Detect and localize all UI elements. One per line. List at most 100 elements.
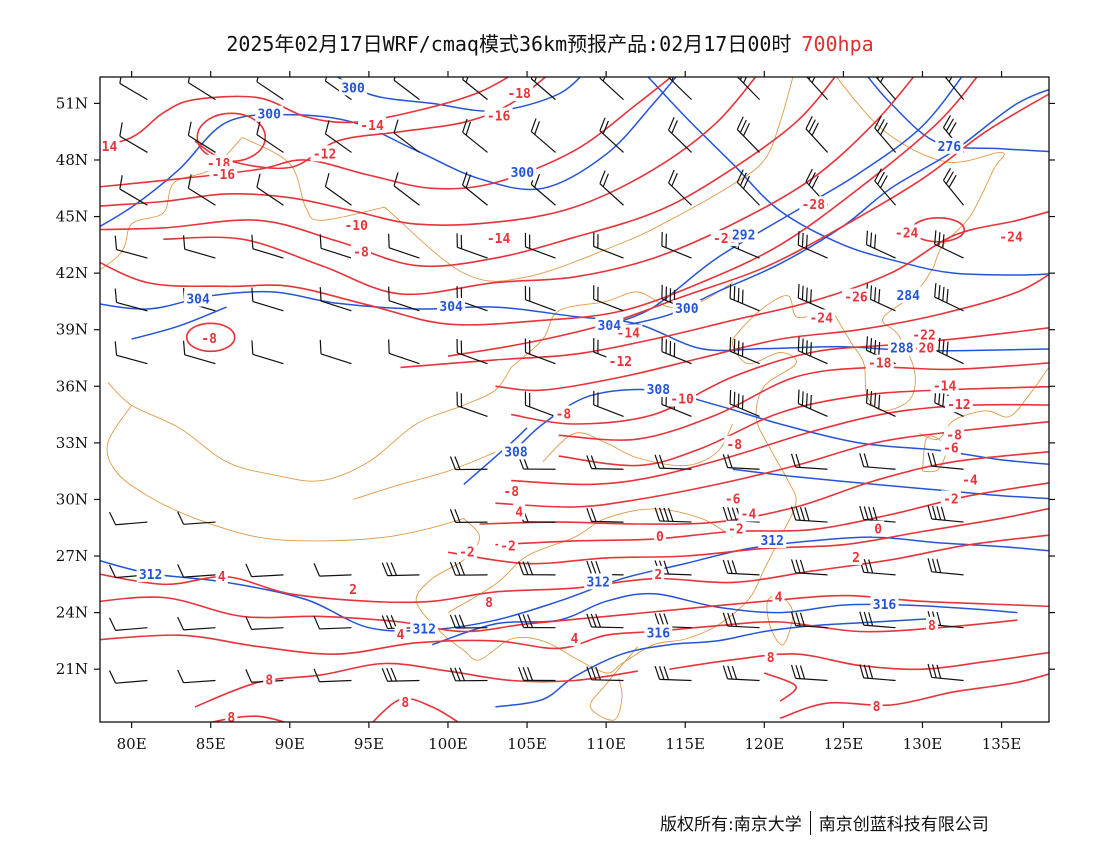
label-bg: [758, 531, 787, 548]
lon-label: 125E: [824, 735, 864, 753]
wind-barb: [324, 172, 352, 206]
label-bg: [483, 594, 496, 611]
isotherm-label: -24: [999, 230, 1023, 245]
wind-barb: [393, 119, 420, 153]
isotherm-label: -10: [670, 393, 694, 408]
isotherm-label: 8: [928, 619, 936, 634]
wind-barb: [797, 336, 828, 365]
label-bg: [930, 377, 959, 394]
isotherm-label: -16: [212, 168, 236, 183]
wind-barb: [790, 612, 828, 629]
wind-barb: [177, 669, 216, 684]
wind-barb: [797, 231, 828, 259]
wind-barb: [875, 77, 897, 101]
wind-barb: [586, 455, 624, 470]
border-line: [574, 295, 833, 674]
isotherm-label: -18: [868, 357, 892, 372]
lon-label: 110E: [586, 735, 626, 753]
height-label: 276: [938, 140, 962, 155]
lon-label: 95E: [354, 735, 384, 753]
border-line: [384, 77, 794, 282]
footer-divider: [809, 810, 811, 835]
isotherm: [100, 534, 1049, 604]
height-label: 304: [598, 319, 622, 334]
isotherm: [100, 77, 757, 226]
isotherm: [779, 673, 1049, 719]
wind-barb: [114, 288, 148, 312]
label-bg: [501, 443, 530, 460]
border-line: [542, 423, 734, 467]
map-frame: [100, 77, 1049, 722]
wind-barb: [518, 561, 556, 576]
lat-label: 27N: [56, 547, 88, 565]
label-bg: [872, 520, 885, 537]
isotherm-label: -6: [943, 442, 959, 457]
height-contour: [647, 77, 1049, 276]
isotherm-label: 2: [852, 551, 860, 566]
height-label: 312: [586, 575, 609, 590]
label-bg: [842, 288, 871, 305]
label-bg: [668, 390, 697, 407]
wind-barb: [381, 562, 420, 577]
label-bg: [892, 224, 921, 241]
height-label: 312: [139, 568, 162, 583]
label-bg: [484, 107, 513, 124]
isotherm-label: 0: [656, 530, 664, 545]
isotherm-label: -16: [487, 110, 511, 125]
lon-label: 100E: [428, 735, 468, 753]
isotherm-label: -4: [741, 508, 757, 523]
wind-barb: [319, 339, 352, 365]
wind-barb: [381, 667, 420, 682]
label-bg: [606, 352, 635, 369]
isotherm: [669, 651, 1049, 671]
wind-barb: [593, 232, 624, 259]
wind-barb: [736, 77, 760, 101]
wind-barb: [654, 507, 692, 523]
wind-barb: [668, 77, 692, 101]
height-contour: [495, 617, 939, 708]
wind-barb: [859, 611, 896, 629]
wind-barb: [668, 117, 692, 153]
label-bg: [887, 339, 916, 356]
wind-barb: [388, 286, 420, 312]
isotherm: [100, 77, 510, 148]
wind-barb: [524, 338, 556, 365]
wind-barb: [530, 77, 556, 101]
label-bg: [263, 671, 276, 688]
label-bg: [437, 298, 466, 315]
wind-barb: [944, 77, 965, 101]
wind-barb: [790, 559, 828, 576]
wind-barb: [251, 287, 284, 312]
map-title: 2025年02月17日WRF/cmaq模式36km预报产品:02月17日00时 7…: [0, 28, 1100, 57]
height-contour: [100, 536, 1049, 632]
label-bg: [944, 396, 973, 413]
wind-barb: [859, 664, 896, 682]
isotherm-label: -26: [844, 291, 868, 306]
wind-barb: [251, 340, 284, 365]
pressure-level: 700hpa: [801, 32, 874, 56]
height-label: 300: [341, 81, 365, 96]
isotherm-label: 4: [775, 591, 783, 606]
lon-label: 120E: [745, 735, 785, 753]
label-bg: [850, 548, 863, 565]
label-bg: [410, 620, 439, 637]
isotherm-label: -12: [313, 147, 336, 162]
label-bg: [513, 503, 526, 520]
isotherm-label: -28: [802, 198, 826, 213]
wind-barb: [927, 452, 964, 470]
height-label: 288: [890, 342, 914, 357]
wind-barb: [177, 564, 216, 578]
label-bg: [199, 330, 220, 347]
border-line: [919, 366, 1049, 440]
isotherm-label: -2: [943, 492, 959, 507]
copyright-text: 版权所有:南京大学: [660, 815, 802, 835]
wind-barb: [722, 612, 760, 629]
company-text: 南京创蓝科技有限公司: [818, 815, 989, 835]
label-bg: [959, 471, 980, 488]
lat-label: 51N: [56, 94, 88, 112]
wind-barb: [797, 283, 828, 312]
wind-barb: [245, 616, 284, 631]
isotherm-label: -14: [360, 119, 384, 134]
isotherm-label: 4: [571, 632, 579, 647]
